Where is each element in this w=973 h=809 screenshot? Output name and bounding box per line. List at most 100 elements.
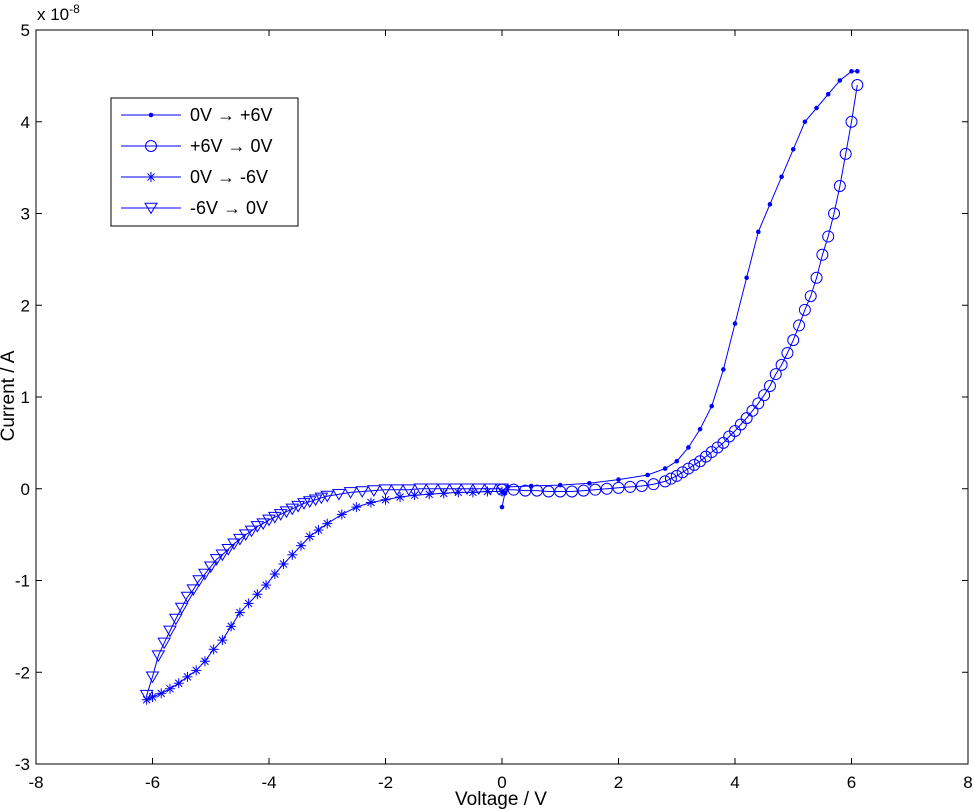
data-point bbox=[186, 584, 201, 597]
data-point bbox=[587, 480, 592, 486]
data-point bbox=[589, 483, 602, 496]
series-line bbox=[146, 491, 502, 701]
data-point bbox=[221, 544, 236, 556]
data-point bbox=[822, 230, 835, 243]
data-point bbox=[252, 589, 263, 600]
data-point bbox=[209, 554, 224, 566]
data-point bbox=[709, 403, 715, 409]
data-point bbox=[542, 485, 555, 498]
y-tick-label: 2 bbox=[21, 296, 30, 315]
data-point bbox=[409, 490, 420, 501]
data-point bbox=[676, 466, 689, 479]
legend-label: +6V → 0V bbox=[190, 136, 273, 156]
data-point bbox=[244, 525, 259, 538]
data-point bbox=[226, 621, 237, 632]
data-point bbox=[804, 290, 817, 303]
data-point bbox=[460, 483, 474, 496]
data-point bbox=[554, 485, 567, 498]
x-tick-label: -6 bbox=[145, 773, 160, 792]
data-point bbox=[332, 488, 346, 501]
data-point bbox=[837, 78, 843, 83]
data-point bbox=[234, 607, 245, 618]
data-point bbox=[156, 688, 167, 699]
data-point bbox=[763, 379, 776, 392]
data-point bbox=[787, 334, 800, 347]
data-point bbox=[279, 506, 294, 519]
data-point bbox=[302, 496, 317, 508]
data-point bbox=[756, 229, 761, 235]
data-point bbox=[157, 637, 172, 650]
y-tick-label: -3 bbox=[15, 755, 30, 774]
series-circle bbox=[496, 79, 864, 498]
series-asterisk bbox=[141, 486, 507, 705]
legend-marker bbox=[145, 140, 157, 152]
data-point bbox=[616, 477, 621, 482]
data-point bbox=[390, 484, 405, 497]
data-point bbox=[746, 404, 759, 417]
y-tick-label: 5 bbox=[21, 21, 30, 40]
data-point bbox=[174, 602, 189, 615]
data-point bbox=[769, 368, 782, 381]
data-point bbox=[320, 490, 335, 503]
data-point bbox=[269, 569, 280, 580]
y-axis-title: Current / A bbox=[0, 350, 19, 441]
data-point bbox=[227, 538, 241, 551]
y-tick-label: 3 bbox=[21, 205, 30, 224]
x-tick-label: -8 bbox=[28, 773, 43, 792]
data-point bbox=[164, 683, 175, 694]
data-point bbox=[645, 472, 650, 478]
data-point bbox=[775, 358, 788, 371]
data-point bbox=[744, 275, 749, 281]
data-point bbox=[855, 68, 860, 74]
data-point bbox=[296, 540, 307, 551]
data-point bbox=[482, 486, 493, 497]
x-tick-label: 2 bbox=[614, 773, 623, 792]
data-point bbox=[313, 525, 324, 536]
data-point bbox=[647, 478, 660, 491]
series-dot bbox=[499, 68, 860, 510]
y-axis-exponent: x 10-8 bbox=[37, 2, 80, 24]
data-point bbox=[499, 504, 505, 510]
data-point bbox=[851, 79, 864, 92]
data-point bbox=[256, 518, 271, 531]
data-point bbox=[752, 397, 765, 410]
data-point bbox=[471, 483, 486, 496]
data-point bbox=[448, 483, 463, 496]
data-point bbox=[215, 549, 230, 562]
data-point bbox=[688, 458, 701, 471]
legend-label: 0V → +6V bbox=[190, 105, 273, 125]
data-point bbox=[624, 480, 637, 493]
legend-label: -6V → 0V bbox=[190, 198, 268, 218]
data-point bbox=[767, 202, 773, 207]
data-point bbox=[401, 484, 416, 497]
x-axis-title: Voltage / V bbox=[455, 789, 547, 809]
data-point bbox=[845, 115, 858, 128]
legend-marker bbox=[148, 112, 154, 118]
data-point bbox=[278, 558, 289, 569]
data-point bbox=[217, 635, 228, 646]
data-point bbox=[145, 671, 160, 684]
data-point bbox=[577, 484, 590, 497]
legend-item: 0V → +6V bbox=[121, 105, 273, 125]
data-point bbox=[163, 625, 177, 638]
axis-tick-labels: -8 -6 -4 -2 0 2 4 6 8 -3 -2 -1 0 1 2 3 4 5 bbox=[15, 21, 973, 792]
data-point bbox=[173, 678, 184, 689]
data-point bbox=[697, 426, 703, 432]
data-point bbox=[781, 346, 794, 359]
data-point bbox=[380, 494, 391, 505]
data-point bbox=[238, 529, 253, 542]
data-point bbox=[243, 598, 254, 609]
data-point bbox=[366, 485, 381, 497]
data-point bbox=[732, 321, 738, 326]
data-point bbox=[191, 665, 202, 676]
data-point bbox=[565, 485, 578, 498]
data-point bbox=[810, 271, 823, 284]
data-point bbox=[168, 613, 183, 626]
data-point bbox=[180, 591, 195, 604]
data-point bbox=[816, 248, 829, 261]
data-point bbox=[308, 494, 323, 507]
data-point bbox=[365, 497, 376, 508]
data-point bbox=[297, 498, 311, 510]
data-point bbox=[233, 533, 247, 546]
